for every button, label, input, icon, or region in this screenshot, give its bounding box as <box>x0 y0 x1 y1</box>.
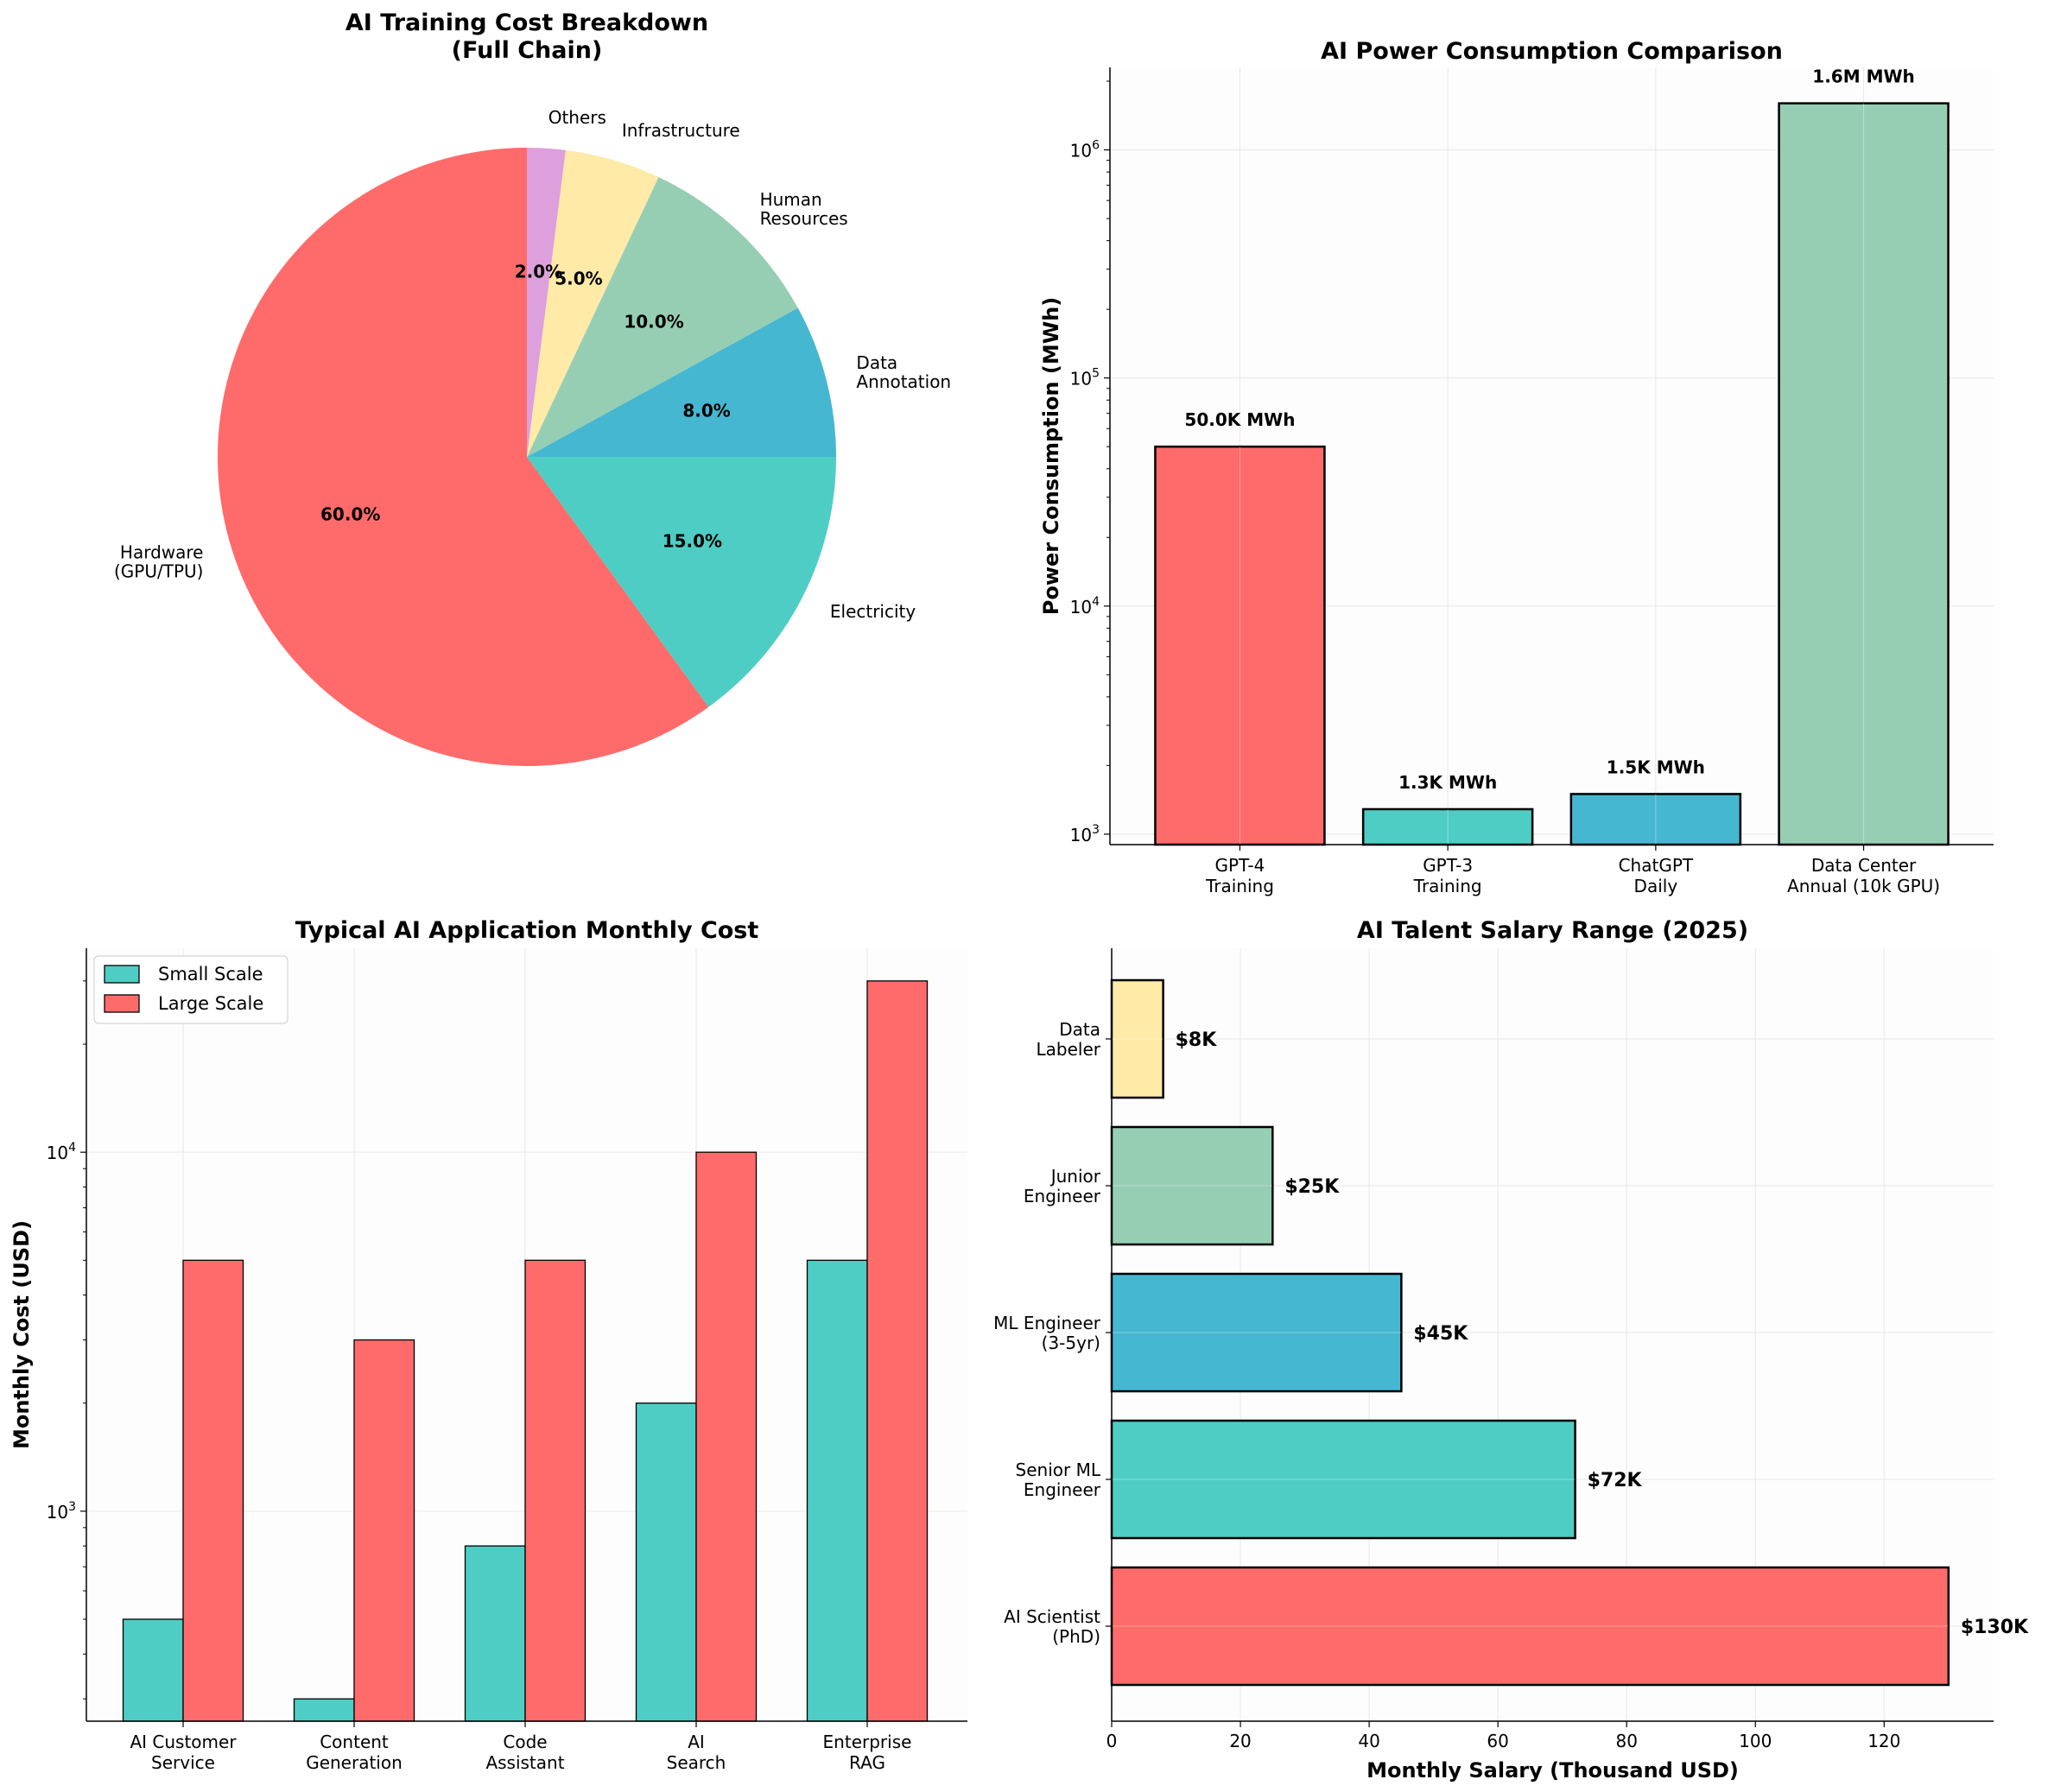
pie-chart-cost-breakdown: AI Training Cost Breakdown(Full Chain) 60… <box>114 9 951 766</box>
bar-data-center-annual-10k-gpu <box>1778 102 1950 846</box>
bar-junior-engineer <box>1110 1125 1274 1246</box>
y-tick-label: 105 <box>1070 367 1100 389</box>
x-tick-label: 60 <box>1487 1731 1508 1751</box>
y-tick-label: 103 <box>1070 823 1100 845</box>
pie-percent-label: 15.0% <box>663 531 722 552</box>
bar-value-label: $45K <box>1413 1323 1468 1345</box>
legend-box <box>93 955 288 1024</box>
bar-value-label: $130K <box>1961 1617 2029 1638</box>
x-tick-label: Enterprise RAG <box>823 1732 912 1773</box>
pie-slice-data-annotation <box>527 307 836 457</box>
x-tick-label: 120 <box>1867 1731 1900 1751</box>
x-tick-label: Data Center Annual (10k GPU) <box>1787 855 1940 896</box>
bar-chatgpt-daily <box>1569 793 1742 846</box>
y-tick-label: ML Engineer (3-5yr) <box>993 1313 1101 1353</box>
bar-large-scale-ai-customer-service <box>182 1259 244 1722</box>
y-tick-label: 106 <box>1070 139 1100 161</box>
bar-gpt-4-training <box>1154 445 1326 846</box>
x-tick-label: AI Customer Service <box>130 1732 237 1773</box>
bar-small-scale-ai-customer-service <box>122 1618 184 1722</box>
pie-percent-label: 60.0% <box>320 503 380 524</box>
pie-percent-label: 2.0% <box>515 262 562 282</box>
pie-category-label: Hardware (GPU/TPU) <box>114 542 203 582</box>
chart-title: Typical AI Application Monthly Cost <box>295 917 759 944</box>
x-tick-label: Content Generation <box>306 1732 403 1773</box>
x-tick-label: 40 <box>1358 1731 1379 1751</box>
bar-chart-power-consumption: AI Power Consumption Comparison 103 104 105… <box>1039 38 1994 896</box>
x-tick-label: GPT-3 Training <box>1413 855 1482 896</box>
bar-value-label: $72K <box>1588 1470 1643 1491</box>
legend-swatch <box>104 965 140 984</box>
pie-percent-label: 5.0% <box>555 269 602 289</box>
pie-slice-infrastructure <box>527 149 659 457</box>
y-axis-label: Power Consumption (MWh) <box>1039 297 1063 615</box>
pie-percent-label: 10.0% <box>624 311 683 332</box>
bar-large-scale-code-assistant <box>524 1259 587 1722</box>
y-tick-label: 104 <box>47 1141 76 1163</box>
pie-slice-others <box>527 148 566 457</box>
y-tick-label: Junior Engineer <box>1024 1166 1101 1206</box>
bar-value-label: 50.0K MWh <box>1184 409 1295 430</box>
chart-title: AI Talent Salary Range (2025) <box>1357 917 1748 944</box>
bar-value-label: $25K <box>1284 1176 1340 1198</box>
legend: Small Scale Large Scale <box>93 955 288 1024</box>
y-axis-label: Monthly Cost (USD) <box>10 1220 34 1449</box>
legend-label: Small Scale <box>158 964 263 985</box>
bar-chart-talent-salary: AI Talent Salary Range (2025) 0 20 40 60 80 10… <box>993 917 2029 1783</box>
pie-category-label: Infrastructure <box>622 120 740 141</box>
x-tick-label: Code Assistant <box>485 1732 564 1773</box>
bar-value-label: 1.6M MWh <box>1812 66 1915 87</box>
pie-slice-electricity <box>527 457 836 707</box>
pie-slice-human-resources <box>527 177 798 458</box>
bar-small-scale-content-generation <box>293 1698 355 1722</box>
x-tick-label: GPT-4 Training <box>1205 855 1274 896</box>
legend-label: Large Scale <box>158 993 263 1014</box>
bar-data-labeler <box>1110 978 1164 1099</box>
legend-swatch <box>104 994 140 1013</box>
bar-large-scale-ai-search <box>695 1151 758 1722</box>
bar-large-scale-enterprise-rag <box>866 980 929 1722</box>
bar-gpt-3-training <box>1361 807 1534 846</box>
bar-small-scale-code-assistant <box>464 1545 526 1722</box>
chart-title: AI Power Consumption Comparison <box>1321 38 1783 65</box>
y-tick-label: Data Labeler <box>1037 1019 1101 1060</box>
pie-category-label: Data Annotation <box>856 352 951 392</box>
x-tick-label: 80 <box>1615 1731 1637 1751</box>
bar-value-label: $8K <box>1176 1029 1218 1051</box>
pie-category-label: Electricity <box>830 601 916 622</box>
x-tick-label: AI Search <box>667 1732 726 1773</box>
y-tick-label: AI Scientist (PhD) <box>1004 1606 1100 1647</box>
y-tick-label: Senior ML Engineer <box>1016 1460 1101 1500</box>
bar-small-scale-enterprise-rag <box>806 1259 868 1722</box>
pie-category-label: Human Resources <box>760 189 848 229</box>
x-tick-label: 20 <box>1229 1731 1251 1751</box>
bar-value-label: 1.5K MWh <box>1607 757 1705 777</box>
y-tick-label: 103 <box>47 1500 76 1523</box>
chart-title-line2: (Full Chain) <box>452 37 603 64</box>
pie-percent-label: 8.0% <box>682 401 730 421</box>
x-tick-label: ChatGPT Daily <box>1619 855 1694 896</box>
bar-ml-engineer-3-5yr <box>1110 1272 1403 1393</box>
pie-category-label: Others <box>548 107 606 128</box>
bar-value-label: 1.3K MWh <box>1398 772 1497 793</box>
bar-chart-app-monthly-cost: Typical AI Application Monthly Cost 103 10… <box>10 917 967 1773</box>
bar-ai-scientist-phd <box>1110 1566 1950 1687</box>
x-axis-label: Monthly Salary (Thousand USD) <box>1366 1758 1739 1783</box>
x-tick-label: 0 <box>1106 1731 1118 1751</box>
bar-large-scale-content-generation <box>353 1339 415 1722</box>
bar-senior-ml-engineer <box>1110 1419 1576 1540</box>
x-tick-label: 100 <box>1739 1731 1772 1751</box>
pie-slice-hardware-gpu-tpu <box>217 148 709 766</box>
chart-title: AI Training Cost Breakdown <box>346 9 708 36</box>
y-tick-label: 104 <box>1070 595 1100 617</box>
bar-small-scale-ai-search <box>635 1403 697 1722</box>
